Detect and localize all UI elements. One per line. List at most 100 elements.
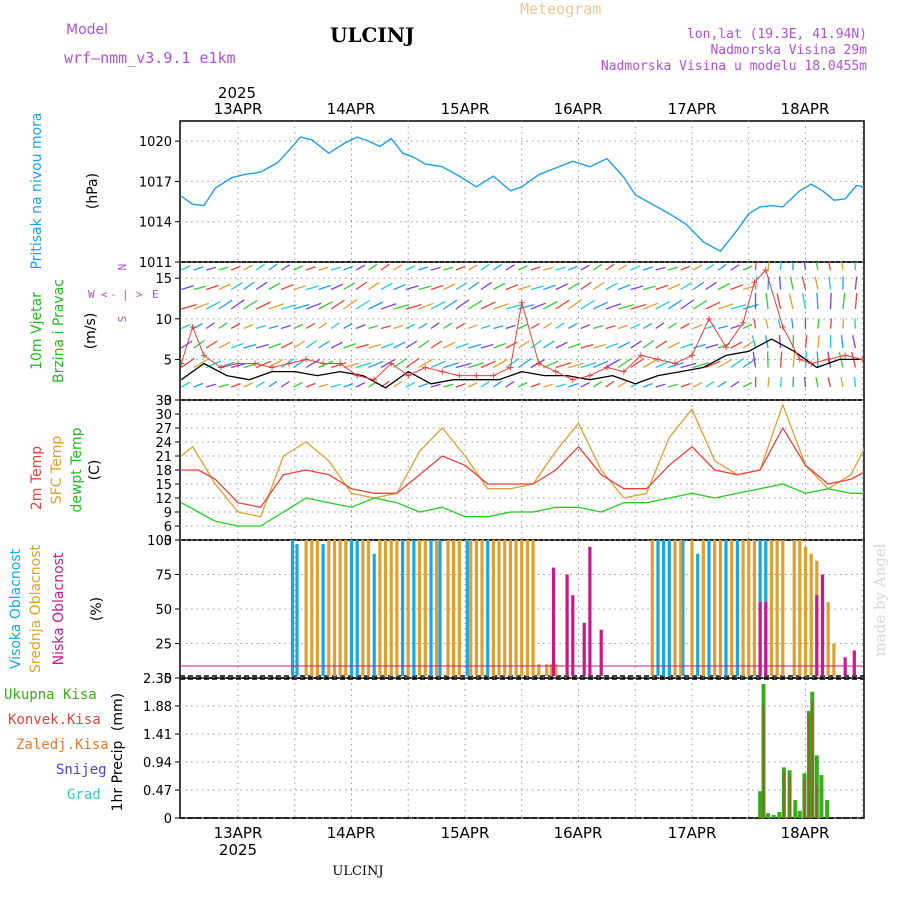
- wind-arrow: [642, 339, 655, 349]
- wind-arrow: [318, 383, 329, 388]
- wind-arrow: [866, 319, 868, 329]
- wind-arrow: [480, 343, 494, 349]
- wind-arrow: [418, 322, 428, 330]
- gust-marker: [439, 368, 446, 375]
- wind-arrow: [230, 282, 243, 291]
- wind-arrow: [305, 358, 321, 369]
- wind-arrow: [692, 281, 705, 291]
- wind-arrow: [593, 343, 606, 349]
- wind-arrow: [568, 342, 581, 349]
- gust-marker: [637, 352, 644, 359]
- wind-arrow: [243, 343, 257, 349]
- wind-arrow: [829, 318, 833, 329]
- wind-arrow: [468, 382, 478, 388]
- wind-arrow: [393, 380, 403, 388]
- wind-arrow: [791, 318, 794, 329]
- y-tick-label: 50: [155, 603, 172, 618]
- wind-arrow: [568, 265, 578, 271]
- cloud-bar: [730, 540, 734, 676]
- wind-arrow: [255, 360, 272, 369]
- wind-arrow: [480, 324, 491, 330]
- wind-arrow: [343, 383, 354, 388]
- wind-arrow: [443, 266, 454, 271]
- wind-arrow: [730, 264, 740, 271]
- y-tick-label: 27: [155, 422, 172, 437]
- top-day-label: 18APR: [781, 100, 830, 118]
- wind-arrow: [493, 263, 502, 271]
- precip-bar: [782, 773, 785, 818]
- wind-arrow: [205, 322, 215, 330]
- wind-arrow: [181, 285, 194, 291]
- y-tick-label: 1.41: [143, 728, 172, 743]
- wind-arrow: [592, 301, 608, 310]
- wind-arrow: [405, 265, 416, 271]
- wind-arrow: [255, 263, 265, 271]
- wind-arrow: [655, 383, 666, 388]
- wind-arrow: [343, 323, 353, 330]
- wind-arrow: [268, 359, 283, 369]
- wind-arrow: [580, 324, 591, 330]
- wind-arrow: [642, 358, 658, 369]
- y-tick-label: 5: [164, 353, 172, 368]
- wind-arrow: [868, 260, 869, 270]
- gust-marker: [337, 360, 344, 367]
- wind-arrow: [318, 284, 332, 291]
- precip-bar: [762, 704, 765, 818]
- wind-arrow: [293, 285, 307, 291]
- gust-marker: [706, 315, 713, 322]
- cloud-bar: [446, 540, 450, 676]
- wind-arrow: [293, 340, 305, 349]
- wind-arrow: [543, 300, 558, 310]
- top-day-label: 14APR: [327, 100, 376, 118]
- wind-arrow: [280, 341, 293, 349]
- precip-bar: [825, 800, 830, 818]
- gust-marker: [200, 352, 207, 359]
- wind-arrow: [730, 341, 743, 349]
- wind-arrow: [380, 263, 390, 271]
- wind-arrow: [255, 324, 266, 330]
- cloud-bar: [469, 540, 473, 676]
- y-tick-label: 2.35: [143, 672, 172, 687]
- wind-arrow: [717, 325, 728, 330]
- gust-marker: [371, 376, 378, 383]
- precip-bar: [766, 813, 770, 818]
- wind-arrow: [505, 264, 515, 271]
- bottom-year-label: 2025: [219, 841, 257, 859]
- wind-arrow: [817, 318, 820, 329]
- wind-arrow: [430, 266, 441, 271]
- cloud-bar: [465, 540, 469, 676]
- wind-arrow: [816, 292, 819, 310]
- top-day-labels: 13APR 14APR 15APR 16APR 17APR 18APR: [214, 100, 830, 118]
- wind-arrow: [418, 285, 432, 291]
- wind-arrow: [380, 303, 397, 310]
- wind-arrow: [243, 281, 255, 291]
- wind-arrow: [368, 263, 378, 271]
- wind-arrow: [355, 343, 369, 349]
- wind-arrow: [555, 383, 566, 388]
- wind-arrow: [343, 265, 354, 271]
- precip-unit: (mm): [110, 693, 126, 731]
- wind-arrow: [680, 343, 694, 349]
- wind-arrow: [268, 325, 279, 330]
- cloud-bar: [508, 540, 512, 676]
- wind-arrow: [243, 264, 253, 271]
- wind-arrow: [605, 358, 620, 369]
- wind-arrow: [405, 357, 420, 369]
- dewpoint-line: [180, 483, 864, 527]
- wind-arrow: [778, 276, 782, 290]
- wind-arrow: [518, 265, 528, 271]
- bottom-day-label: 18APR: [781, 824, 830, 842]
- wind-arrow: [705, 263, 715, 271]
- wind-arrow: [268, 303, 285, 310]
- cloud-bar: [474, 540, 478, 676]
- wind-arrow: [430, 284, 444, 291]
- model-name: wrf–nmm_v3.9.1 e1km: [64, 49, 236, 67]
- wind-arrow: [568, 383, 578, 388]
- wind-arrow: [255, 281, 268, 291]
- elevation-label: Nadmorska Visina 29m: [710, 43, 867, 58]
- gust-marker: [269, 364, 276, 371]
- gust-marker: [620, 368, 627, 375]
- gust-marker: [779, 323, 786, 330]
- cloud-bar: [429, 540, 433, 676]
- wind-arrow: [368, 343, 382, 349]
